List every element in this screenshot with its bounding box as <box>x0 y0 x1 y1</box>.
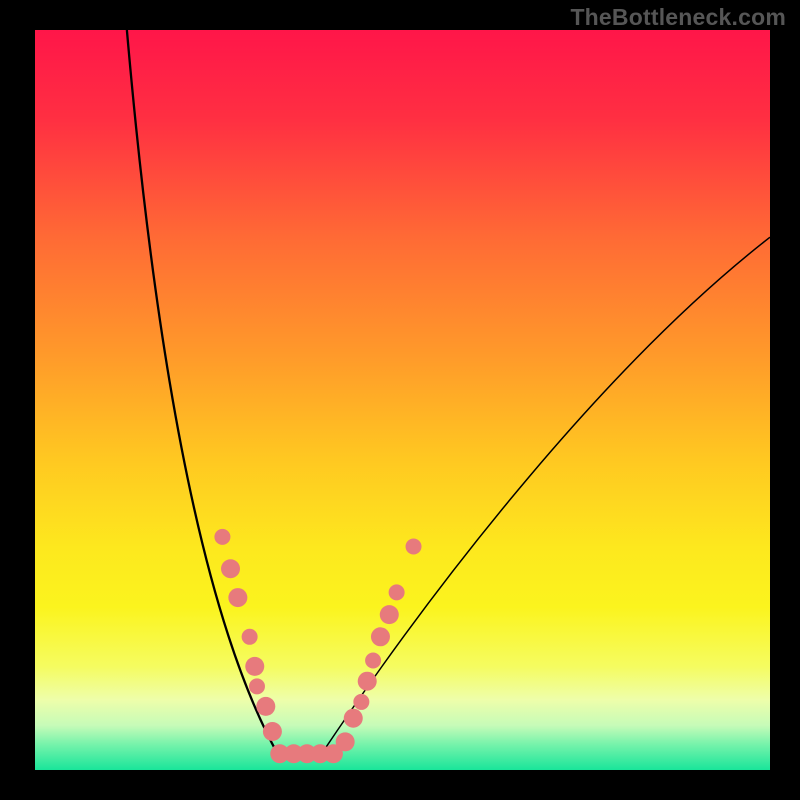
marker-left <box>242 629 258 645</box>
marker-left <box>249 678 265 694</box>
marker-right <box>353 694 369 710</box>
marker-flat <box>336 732 355 751</box>
marker-right <box>371 627 390 646</box>
marker-right <box>406 539 422 555</box>
marker-right <box>358 672 377 691</box>
curve-left <box>127 30 278 754</box>
chart-overlay <box>35 30 770 770</box>
marker-left <box>228 588 247 607</box>
marker-left <box>256 697 275 716</box>
curve-right <box>322 237 770 754</box>
marker-left <box>221 559 240 578</box>
marker-left <box>214 529 230 545</box>
marker-right <box>365 652 381 668</box>
marker-left <box>245 657 264 676</box>
watermark-text: TheBottleneck.com <box>570 4 786 31</box>
stage: TheBottleneck.com <box>0 0 800 800</box>
marker-right <box>344 709 363 728</box>
marker-left <box>263 722 282 741</box>
plot-area <box>35 30 770 770</box>
marker-right <box>389 584 405 600</box>
marker-right <box>380 605 399 624</box>
